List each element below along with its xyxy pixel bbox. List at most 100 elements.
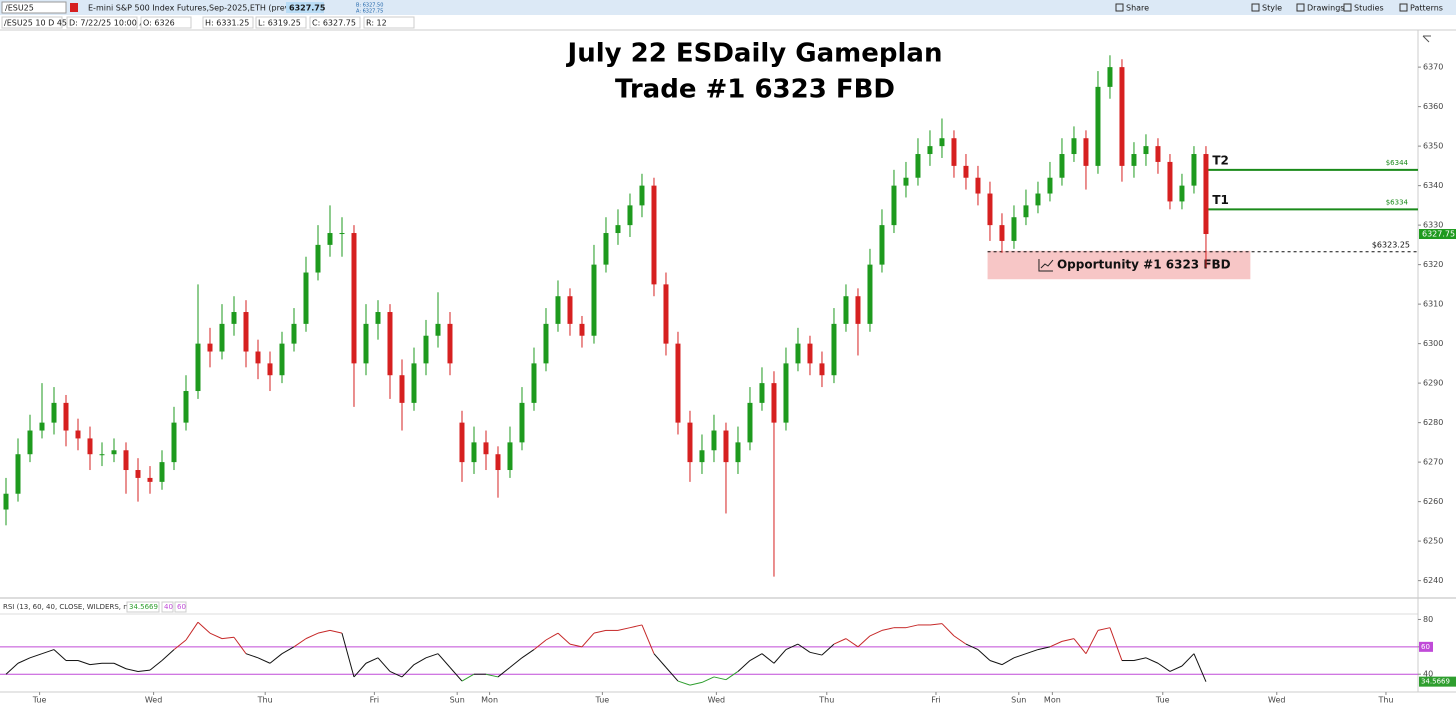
rsi-segment	[653, 653, 667, 668]
rsi-segment	[281, 646, 295, 655]
toolbar-button-icon[interactable]	[1399, 3, 1408, 12]
toolbar-button[interactable]: Studies	[1354, 4, 1384, 13]
rsi-segment	[1169, 665, 1183, 672]
rsi-segment	[821, 643, 835, 656]
candle-body	[831, 323, 837, 376]
candle-body	[111, 450, 117, 455]
toolbar-button-icon[interactable]	[1296, 3, 1305, 12]
symbol: /ESU25	[5, 4, 34, 13]
candle-body	[615, 225, 621, 234]
rsi-segment	[797, 643, 811, 653]
symbol-box[interactable]	[1, 1, 67, 14]
candle-body	[1107, 67, 1113, 87]
info-item: O: 6326	[143, 19, 175, 28]
rsi-segment	[317, 629, 331, 634]
candle-body	[219, 323, 225, 352]
target-price: $6344	[1386, 159, 1409, 167]
rsi-segment	[41, 649, 55, 655]
candle-body	[159, 462, 165, 482]
y-tick-label: 6290	[1423, 379, 1443, 388]
rsi-segment	[53, 649, 67, 661]
candle-body	[3, 493, 9, 510]
info-box	[255, 16, 307, 29]
toolbar-button[interactable]: Drawings	[1307, 4, 1344, 13]
candle-body	[783, 363, 789, 423]
rsi-segment	[1085, 630, 1099, 654]
rsi-segment	[497, 666, 511, 678]
x-tick-label: Mon	[1044, 696, 1061, 705]
candle-body	[243, 312, 249, 352]
y-tick-label: 6280	[1423, 418, 1443, 427]
toolbar-button[interactable]: Style	[1262, 4, 1282, 13]
x-tick-label: Wed	[145, 696, 162, 705]
info-item: C: 6327.75	[312, 19, 356, 28]
toolbar-button-icon[interactable]	[1251, 3, 1260, 12]
marker-label: $6323.25	[1372, 240, 1410, 249]
candle-body	[99, 454, 105, 456]
rsi-segment	[1001, 657, 1015, 666]
x-tick-label: Thu	[818, 696, 834, 705]
candle-body	[291, 323, 297, 344]
info-box	[1, 16, 63, 29]
chart-title: July 22 ESDaily Gameplan	[566, 39, 943, 69]
candle-body	[567, 296, 573, 324]
candle-body	[471, 442, 477, 463]
rsi-last-label: 34.5669	[1421, 678, 1450, 686]
rsi-segment	[461, 673, 475, 682]
candle-body	[147, 477, 153, 482]
candle-body	[399, 375, 405, 403]
candle-body	[1095, 86, 1101, 166]
rsi-segment	[1133, 657, 1147, 662]
rsi-segment	[185, 621, 199, 641]
last-price-label: 6327.75	[1422, 230, 1455, 239]
candle-body	[123, 450, 129, 471]
candle-body	[843, 296, 849, 324]
candle-body	[495, 454, 501, 471]
candle-body	[87, 438, 93, 455]
candle-body	[951, 138, 957, 166]
toolbar-button[interactable]: Share	[1126, 4, 1149, 13]
rsi-segment	[581, 632, 595, 648]
candle-body	[75, 430, 81, 439]
rsi-segment	[617, 627, 631, 631]
rsi-segment	[1097, 627, 1111, 631]
y-tick-label: 6370	[1423, 63, 1443, 72]
rsi-segment	[1061, 638, 1075, 642]
expand-icon[interactable]	[1422, 35, 1431, 43]
toolbar-button-icon[interactable]	[1115, 3, 1124, 12]
candle-body	[603, 233, 609, 265]
candle-body	[435, 323, 441, 336]
rsi-segment	[509, 657, 523, 668]
candle-body	[39, 422, 45, 431]
x-tick-label: Tue	[1155, 696, 1170, 705]
candle-body	[699, 450, 705, 463]
rsi-segment	[725, 671, 739, 681]
candle-body	[315, 244, 321, 273]
rsi-segment	[353, 662, 367, 678]
last-price: 6327.75	[289, 4, 326, 13]
candle-body	[207, 343, 213, 352]
band-tag-label: 60	[1421, 643, 1430, 651]
toolbar-button-icon[interactable]	[1343, 3, 1352, 12]
candle-body	[1131, 154, 1137, 166]
rsi-segment	[965, 643, 979, 651]
candle-body	[987, 193, 993, 226]
rsi-segment	[701, 676, 715, 683]
candle-body	[459, 422, 465, 463]
info-item: /ESU25 10 D 45m	[4, 19, 75, 28]
rsi-segment	[881, 627, 895, 631]
toolbar-button[interactable]: Patterns	[1410, 4, 1443, 13]
info-box	[363, 16, 415, 29]
x-tick-label: Fri	[370, 696, 380, 705]
candle-body	[723, 430, 729, 463]
rsi-segment	[521, 649, 535, 659]
rsi-segment	[1109, 627, 1123, 661]
candle-body	[1155, 146, 1161, 162]
info-box	[140, 16, 192, 29]
toolbar	[0, 0, 1456, 15]
info-item: D: 7/22/25 10:00 AM	[69, 19, 152, 28]
rsi-segment	[845, 638, 859, 648]
candle-body	[195, 343, 201, 392]
rsi-segment	[665, 667, 679, 682]
